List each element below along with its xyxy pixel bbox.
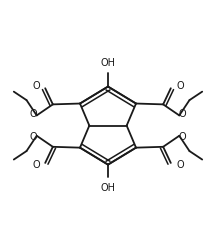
Text: O: O [32,81,40,91]
Text: OH: OH [100,183,116,193]
Text: O: O [179,109,186,119]
Text: O: O [32,161,40,170]
Text: O: O [176,161,184,170]
Text: O: O [179,133,186,142]
Text: O: O [176,81,184,91]
Text: O: O [30,133,37,142]
Text: OH: OH [100,58,116,68]
Text: O: O [30,109,37,119]
